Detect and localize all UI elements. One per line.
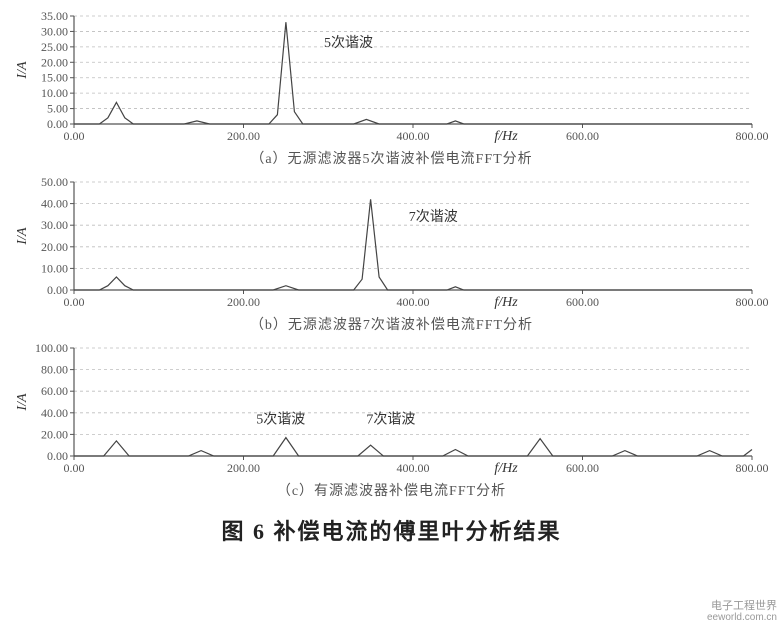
- y-axis-label: I/A: [15, 61, 30, 80]
- data-series: [74, 438, 752, 456]
- annotation-label: 5次谐波: [324, 35, 373, 51]
- x-tick-label: 200.00: [227, 129, 260, 143]
- y-tick-label: 20.00: [41, 427, 68, 441]
- panel-c: 0.00 200.00 400.00 600.00 800.00 0.00 20.00 40.…: [10, 338, 773, 500]
- x-tick-label: 800.00: [736, 461, 769, 475]
- y-tick-label: 25.00: [41, 40, 68, 54]
- x-axis-label: f/Hz: [494, 295, 518, 310]
- watermark-line2: eeworld.com.cn: [707, 612, 777, 623]
- x-tick-label: 800.00: [736, 295, 769, 309]
- y-tick-label: 50.00: [41, 175, 68, 189]
- chart-panel-c: 0.00 200.00 400.00 600.00 800.00 0.00 20.00 40.…: [10, 338, 770, 478]
- x-tick-label: 600.00: [566, 461, 599, 475]
- x-tick-label: 0.00: [64, 461, 85, 475]
- x-axis-label: f/Hz: [494, 129, 518, 144]
- annotation-label: 7次谐波: [409, 209, 458, 225]
- chart-panel-a: 0.00200.00400.00600.00800.000.005.0010.0…: [10, 6, 770, 146]
- annotation-label: 7次谐波: [366, 412, 415, 428]
- x-tick-label: 800.00: [736, 129, 769, 143]
- x-tick-label: 400.00: [397, 461, 430, 475]
- panel-b: 0.00 200.00 400.00 600.00 800.00 0.00 10.00 20.…: [10, 172, 773, 334]
- watermark: 电子工程世界 eeworld.com.cn: [707, 600, 777, 623]
- watermark-line1: 电子工程世界: [711, 600, 777, 612]
- x-tick-label: 400.00: [397, 129, 430, 143]
- y-axis-label: I/A: [15, 393, 30, 412]
- figure-caption: 图 6 补偿电流的傅里叶分析结果: [10, 514, 773, 546]
- y-tick-label: 30.00: [41, 24, 68, 38]
- panel-a: 0.00200.00400.00600.00800.000.005.0010.0…: [10, 6, 773, 168]
- y-tick-label: 100.00: [35, 341, 68, 355]
- x-tick-label: 600.00: [566, 129, 599, 143]
- x-tick-label: 0.00: [64, 295, 85, 309]
- y-axis-label: I/A: [15, 227, 30, 246]
- y-tick-label: 60.00: [41, 384, 68, 398]
- y-tick-label: 10.00: [41, 86, 68, 100]
- y-tick-label: 30.00: [41, 218, 68, 232]
- y-tick-label: 10.00: [41, 261, 68, 275]
- panel-caption-b: （b）无源滤波器7次谐波补偿电流FFT分析: [10, 314, 773, 334]
- y-tick-label: 35.00: [41, 9, 68, 23]
- x-tick-label: 200.00: [227, 461, 260, 475]
- y-tick-label: 20.00: [41, 240, 68, 254]
- y-tick-label: 15.00: [41, 71, 68, 85]
- x-tick-label: 600.00: [566, 295, 599, 309]
- y-tick-label: 0.00: [47, 283, 68, 297]
- x-tick-label: 200.00: [227, 295, 260, 309]
- y-tick-label: 0.00: [47, 117, 68, 131]
- x-tick-label: 0.00: [64, 129, 85, 143]
- y-tick-label: 0.00: [47, 449, 68, 463]
- y-tick-label: 40.00: [41, 406, 68, 420]
- panel-caption-c: （c）有源滤波器补偿电流FFT分析: [10, 480, 773, 500]
- chart-panel-b: 0.00 200.00 400.00 600.00 800.00 0.00 10.00 20.…: [10, 172, 770, 312]
- x-tick-label: 400.00: [397, 295, 430, 309]
- y-tick-label: 5.00: [47, 102, 68, 116]
- annotation-label: 5次谐波: [256, 412, 305, 428]
- x-axis-label: f/Hz: [494, 461, 518, 476]
- y-tick-label: 40.00: [41, 197, 68, 211]
- y-tick-label: 80.00: [41, 363, 68, 377]
- y-tick-label: 20.00: [41, 55, 68, 69]
- panels-container: 0.00200.00400.00600.00800.000.005.0010.0…: [10, 6, 773, 500]
- panel-caption-a: （a）无源滤波器5次谐波补偿电流FFT分析: [10, 148, 773, 168]
- figure-container: 0.00200.00400.00600.00800.000.005.0010.0…: [0, 0, 783, 546]
